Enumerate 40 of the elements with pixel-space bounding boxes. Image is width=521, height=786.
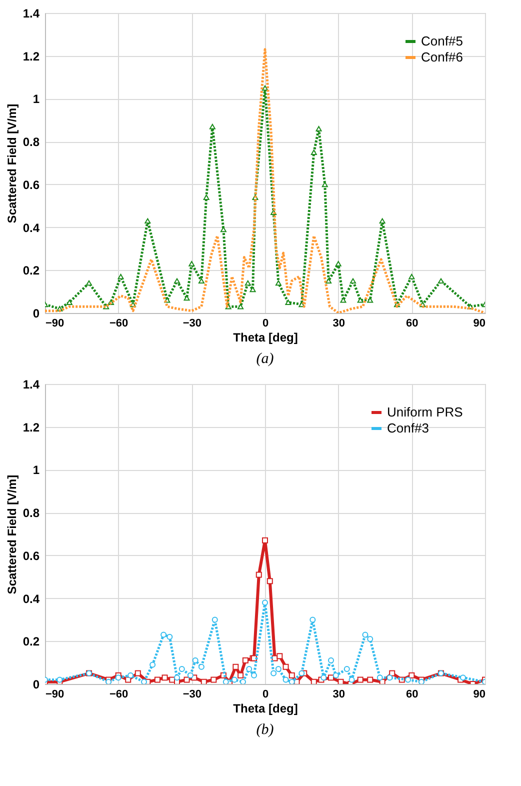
y-tick-label: 0.6 [22, 548, 40, 563]
text: (b) [256, 722, 274, 738]
legend-label: Conf#3 [387, 420, 429, 436]
y-tick-label: 1 [32, 463, 40, 478]
x-tick-label: −90 [46, 688, 64, 700]
y-tick-label: 0.4 [22, 592, 40, 606]
y-tick-label: 1.4 [22, 378, 40, 392]
x-tick-label: −60 [109, 318, 128, 330]
y-tick-label: 1 [32, 92, 40, 106]
x-tick-label: 30 [332, 318, 345, 330]
x-axis-title: Theta [deg] [233, 330, 298, 344]
y-axis-title: Scattered Field [V/m] [4, 104, 19, 224]
y-tick-label: 1.4 [22, 6, 40, 20]
y-tick-label: 0.6 [22, 178, 40, 192]
x-tick-label: 60 [406, 688, 418, 700]
legend-label: Conf#5 [421, 34, 463, 48]
y-tick-label: 0.2 [22, 264, 40, 278]
text: (a) [256, 351, 274, 367]
x-tick-label: 90 [473, 688, 486, 700]
y-tick-label: 1.2 [22, 49, 40, 64]
x-tick-label: 90 [473, 318, 486, 330]
y-tick-label: 0.8 [22, 135, 40, 150]
x-tick-label: −90 [46, 318, 64, 330]
y-tick-label: 1.2 [22, 420, 40, 434]
x-tick-label: −30 [182, 688, 202, 700]
x-tick-label: 0 [262, 688, 269, 700]
y-tick-label: 0.2 [22, 634, 40, 649]
legend-label: Conf#6 [421, 50, 463, 64]
x-tick-label: −60 [109, 688, 128, 700]
y-tick-label: 0 [32, 678, 40, 692]
x-tick-label: 60 [406, 318, 418, 330]
legend-label: Uniform PRS [387, 404, 464, 420]
y-tick-label: 0 [32, 306, 40, 320]
x-axis-title: Theta [deg] [233, 702, 298, 716]
y-tick-label: 0.4 [22, 220, 40, 235]
y-tick-label: 0.8 [22, 506, 40, 520]
x-tick-label: 30 [332, 688, 345, 700]
x-tick-label: 0 [262, 318, 269, 330]
y-axis-title: Scattered Field [V/m] [4, 474, 19, 594]
x-tick-label: −30 [182, 318, 202, 330]
